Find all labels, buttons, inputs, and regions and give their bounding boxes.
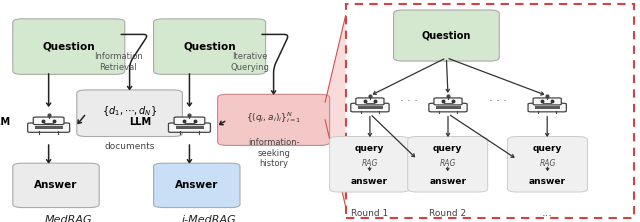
FancyBboxPatch shape (13, 19, 125, 74)
FancyBboxPatch shape (346, 4, 634, 218)
FancyBboxPatch shape (533, 98, 561, 105)
FancyBboxPatch shape (174, 117, 205, 125)
FancyBboxPatch shape (33, 117, 64, 125)
Text: documents: documents (104, 142, 155, 151)
Text: Round 2: Round 2 (429, 209, 467, 218)
Text: MedRAG: MedRAG (45, 215, 92, 222)
Text: RAG: RAG (440, 159, 456, 168)
Text: Question: Question (183, 42, 236, 52)
FancyBboxPatch shape (218, 94, 330, 145)
Text: . . .: . . . (400, 93, 418, 103)
Text: Round 1: Round 1 (351, 209, 388, 218)
FancyBboxPatch shape (356, 98, 384, 105)
Text: $\{(q_i,a_i)_i\}_{i=1}^{N}$: $\{(q_i,a_i)_i\}_{i=1}^{N}$ (246, 110, 301, 125)
FancyBboxPatch shape (351, 103, 389, 112)
Text: query: query (433, 144, 462, 153)
Text: answer: answer (429, 177, 466, 186)
Text: $\{d_1,\cdots,d_N\}$: $\{d_1,\cdots,d_N\}$ (102, 104, 157, 118)
FancyBboxPatch shape (408, 137, 488, 192)
FancyBboxPatch shape (528, 103, 566, 112)
Text: Answer: Answer (175, 180, 218, 190)
FancyBboxPatch shape (28, 123, 70, 132)
Text: RAG: RAG (540, 159, 556, 168)
Text: answer: answer (529, 177, 566, 186)
Text: answer: answer (351, 177, 388, 186)
Text: information-
seeking
history: information- seeking history (248, 138, 300, 168)
FancyBboxPatch shape (168, 123, 211, 132)
Polygon shape (325, 16, 346, 206)
Text: Iterative
Querying: Iterative Querying (230, 52, 269, 72)
Text: Question: Question (422, 30, 471, 41)
Text: query: query (533, 144, 562, 153)
FancyBboxPatch shape (330, 137, 410, 192)
FancyBboxPatch shape (13, 163, 99, 208)
FancyBboxPatch shape (394, 10, 499, 61)
Text: i-MedRAG: i-MedRAG (182, 215, 237, 222)
FancyBboxPatch shape (508, 137, 588, 192)
FancyBboxPatch shape (77, 90, 182, 137)
Text: LLM: LLM (0, 117, 10, 127)
Text: query: query (355, 144, 384, 153)
Text: ...: ... (542, 208, 552, 218)
FancyBboxPatch shape (154, 163, 240, 208)
Text: . . .: . . . (489, 93, 506, 103)
FancyBboxPatch shape (154, 19, 266, 74)
Text: LLM: LLM (129, 117, 151, 127)
FancyBboxPatch shape (434, 98, 462, 105)
Text: Information
Retrieval: Information Retrieval (94, 52, 143, 72)
Text: Answer: Answer (35, 180, 77, 190)
FancyBboxPatch shape (429, 103, 467, 112)
Text: RAG: RAG (362, 159, 378, 168)
Text: Question: Question (42, 42, 95, 52)
